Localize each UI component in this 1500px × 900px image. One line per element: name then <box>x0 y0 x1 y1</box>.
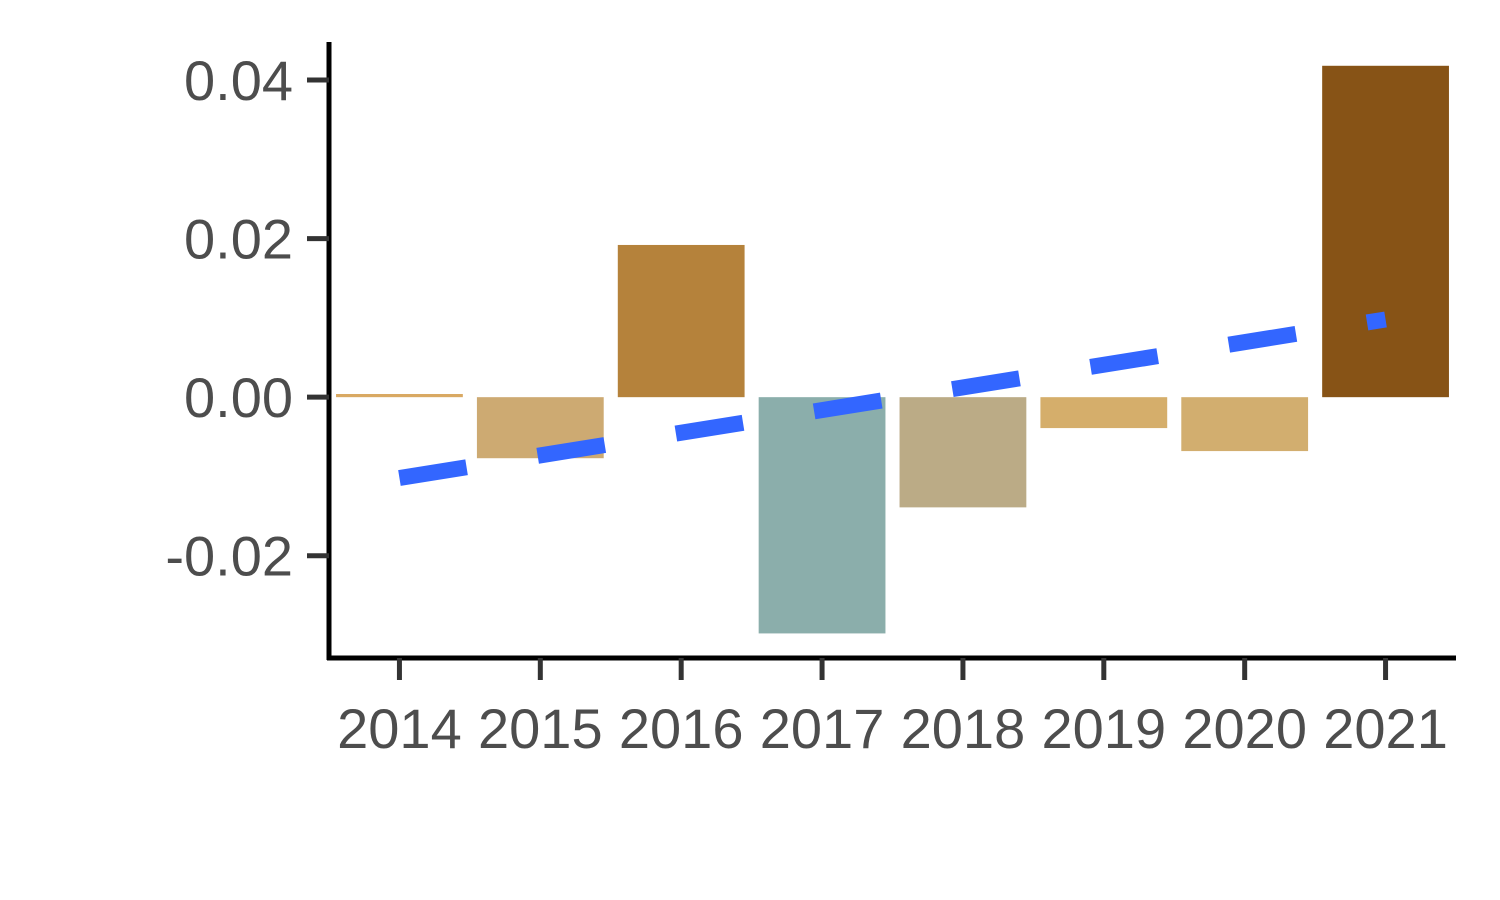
y-tick-label: 0.02 <box>184 208 293 271</box>
y-tick-label: -0.02 <box>165 525 293 588</box>
bar-2018 <box>899 397 1027 508</box>
bar-2016 <box>617 244 745 398</box>
labels-layer: -0.02 0.00 0.02 0.04 2014 2015 2016 2017 2018 201… <box>165 49 1447 760</box>
bar-2017 <box>758 397 886 634</box>
trend-layer <box>398 311 1387 486</box>
x-tick-label: 2017 <box>760 697 885 760</box>
x-tick-label: 2016 <box>619 697 744 760</box>
bar-2020 <box>1181 397 1309 452</box>
x-tick-label: 2021 <box>1323 697 1448 760</box>
y-tick-label: 0.04 <box>184 49 293 112</box>
x-tick-label: 2019 <box>1042 697 1167 760</box>
bar-2021 <box>1322 65 1449 398</box>
x-tick-label: 2020 <box>1182 697 1307 760</box>
x-tick-label: 2015 <box>478 697 603 760</box>
x-tick-label: 2014 <box>337 697 462 760</box>
trend-line <box>398 311 1387 486</box>
y-tick-label: 0.00 <box>184 366 293 429</box>
bar-2019 <box>1040 397 1168 429</box>
bars-layer <box>336 65 1449 634</box>
axes-layer <box>307 42 1456 680</box>
x-tick-label: 2018 <box>901 697 1026 760</box>
bar-2014 <box>336 394 463 398</box>
